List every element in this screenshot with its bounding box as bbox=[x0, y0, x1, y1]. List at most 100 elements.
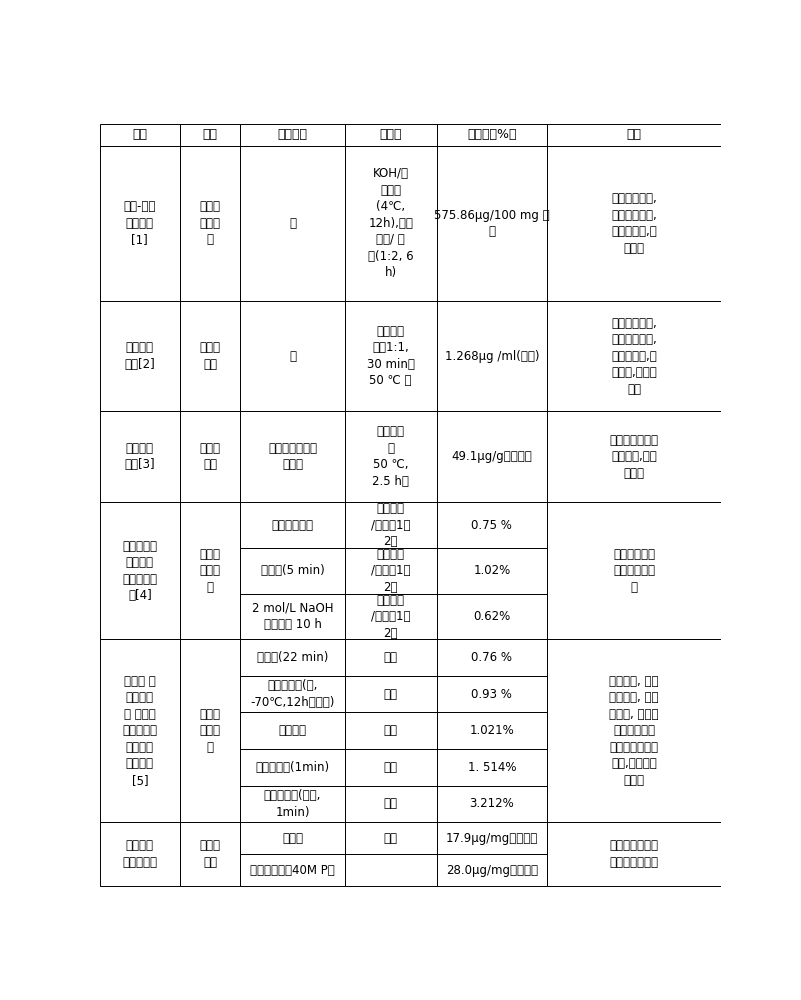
Text: 3.212%: 3.212% bbox=[469, 797, 514, 810]
Bar bbox=[547, 822, 721, 886]
Bar bbox=[437, 594, 547, 639]
Bar bbox=[344, 502, 437, 548]
Bar bbox=[344, 548, 437, 594]
Bar bbox=[437, 639, 547, 676]
Bar bbox=[240, 594, 344, 639]
Text: 雨生红
球藻藻
粉: 雨生红 球藻藻 粉 bbox=[199, 200, 220, 246]
Bar bbox=[344, 786, 437, 822]
Bar bbox=[437, 146, 547, 301]
Bar bbox=[240, 411, 344, 502]
Bar bbox=[547, 124, 721, 146]
Text: 雨生红
球藻: 雨生红 球藻 bbox=[199, 839, 220, 869]
Bar bbox=[547, 301, 721, 411]
Bar bbox=[344, 676, 437, 712]
Bar bbox=[547, 146, 721, 301]
Text: 未破壁: 未破壁 bbox=[282, 832, 303, 845]
Text: 雨生红
球藻藻
粉: 雨生红 球藻藻 粉 bbox=[199, 708, 220, 754]
Text: 乙酸乙酯
/乙醇（1：
2）: 乙酸乙酯 /乙醇（1： 2） bbox=[371, 548, 410, 594]
Text: 原料含量低，且
未经分离,纯度
较低经: 原料含量低，且 未经分离,纯度 较低经 bbox=[610, 434, 658, 480]
Bar bbox=[344, 712, 437, 749]
Text: 28.0μg/mg（干重）: 28.0μg/mg（干重） bbox=[446, 864, 537, 877]
Bar bbox=[344, 146, 437, 301]
Bar bbox=[240, 146, 344, 301]
Bar bbox=[179, 124, 240, 146]
Bar bbox=[437, 822, 547, 854]
Bar bbox=[344, 411, 437, 502]
Text: 0.75 %: 0.75 % bbox=[472, 519, 513, 532]
Bar bbox=[437, 786, 547, 822]
Text: 氯仿: 氯仿 bbox=[384, 761, 397, 774]
Text: 乙酸乙酯
/乙醇（1：
2）: 乙酸乙酯 /乙醇（1： 2） bbox=[371, 502, 410, 548]
Text: 雨生红
球藻: 雨生红 球藻 bbox=[199, 341, 220, 371]
Text: 1.02%: 1.02% bbox=[473, 564, 510, 577]
Bar bbox=[547, 502, 721, 639]
Text: 氯仿: 氯仿 bbox=[384, 832, 397, 845]
Bar bbox=[240, 822, 344, 854]
Text: 反复冻融法(水,
-70℃,12h，三次): 反复冻融法(水, -70℃,12h，三次) bbox=[251, 679, 335, 709]
Text: 提取率（%）: 提取率（%） bbox=[467, 128, 517, 141]
Text: 匀浆法(22 min): 匀浆法(22 min) bbox=[257, 651, 328, 664]
Bar bbox=[100, 301, 179, 411]
Text: KOH/甲
醇皂化
(4℃,
12h),乙酸
乙酯/ 乙
醇(1:2, 6
h): KOH/甲 醇皂化 (4℃, 12h),乙酸 乙酯/ 乙 醇(1:2, 6 h) bbox=[368, 167, 413, 279]
Text: 低温研磨法(液氮,
1min): 低温研磨法(液氮, 1min) bbox=[264, 789, 321, 819]
Bar bbox=[100, 502, 179, 639]
Text: 液氮低温研磨: 液氮低温研磨 bbox=[272, 519, 313, 532]
Text: 破壁处理: 破壁处理 bbox=[278, 128, 308, 141]
Bar bbox=[179, 822, 240, 886]
Text: 高压均质
法、超声波: 高压均质 法、超声波 bbox=[123, 839, 157, 869]
Bar bbox=[240, 712, 344, 749]
Text: 0.93 %: 0.93 % bbox=[472, 688, 513, 701]
Text: 微波处理对虾
青素有分解作
用: 微波处理对虾 青素有分解作 用 bbox=[613, 548, 655, 594]
Text: 0.76 %: 0.76 % bbox=[471, 651, 513, 664]
Bar bbox=[179, 146, 240, 301]
Bar bbox=[179, 502, 240, 639]
Text: 皂化-有机
溶剂提取
[1]: 皂化-有机 溶剂提取 [1] bbox=[123, 200, 156, 246]
Bar bbox=[100, 411, 179, 502]
Text: 有机溶剂
提取[3]: 有机溶剂 提取[3] bbox=[124, 442, 155, 471]
Bar bbox=[240, 639, 344, 676]
Bar bbox=[240, 854, 344, 886]
Bar bbox=[437, 676, 547, 712]
Bar bbox=[437, 749, 547, 786]
Text: 氯仿: 氯仿 bbox=[384, 797, 397, 810]
Bar bbox=[179, 301, 240, 411]
Bar bbox=[547, 411, 721, 502]
Bar bbox=[344, 301, 437, 411]
Text: 方法: 方法 bbox=[132, 128, 147, 141]
Bar bbox=[437, 712, 547, 749]
Text: 氯仿: 氯仿 bbox=[384, 688, 397, 701]
Bar bbox=[240, 548, 344, 594]
Text: 1.021%: 1.021% bbox=[469, 724, 514, 737]
Bar bbox=[344, 822, 437, 854]
Text: 未经分离，产品
纯度不高，氯仿: 未经分离，产品 纯度不高，氯仿 bbox=[610, 839, 658, 869]
Bar bbox=[437, 411, 547, 502]
Text: 提取剂: 提取剂 bbox=[380, 128, 402, 141]
Text: 17.9μg/mg（干重）: 17.9μg/mg（干重） bbox=[445, 832, 538, 845]
Text: 1. 514%: 1. 514% bbox=[468, 761, 516, 774]
Text: 无: 无 bbox=[289, 350, 296, 363]
Bar bbox=[344, 594, 437, 639]
Text: 0.62%: 0.62% bbox=[473, 610, 510, 623]
Bar bbox=[344, 639, 437, 676]
Text: 提取物未破壁,
提取率非常低,
且未经分离,纯
度较低: 提取物未破壁, 提取率非常低, 且未经分离,纯 度较低 bbox=[611, 192, 657, 255]
Text: 未经分离, 产品
纯度不高, 氯仿
毒性高, 超声处
理对虾青素有
分解作用。使用
液氮,不适合规
模化。: 未经分离, 产品 纯度不高, 氯仿 毒性高, 超声处 理对虾青素有 分解作用。使… bbox=[610, 675, 658, 787]
Bar bbox=[437, 854, 547, 886]
Bar bbox=[240, 749, 344, 786]
Text: 575.86μg/100 mg 藻
粉: 575.86μg/100 mg 藻 粉 bbox=[434, 209, 549, 238]
Text: 虾头、虾壳不需
要破壁: 虾头、虾壳不需 要破壁 bbox=[268, 442, 317, 471]
Text: 原料: 原料 bbox=[203, 128, 218, 141]
Bar bbox=[100, 639, 179, 822]
Bar bbox=[100, 124, 179, 146]
Text: 有机溶剂
提取[2]: 有机溶剂 提取[2] bbox=[124, 341, 155, 371]
Text: 49.1μg/g（原料）: 49.1μg/g（原料） bbox=[452, 450, 532, 463]
Text: 微波法、低
温研磨萃
取法、碱提
法[4]: 微波法、低 温研磨萃 取法、碱提 法[4] bbox=[123, 540, 157, 602]
Bar bbox=[240, 676, 344, 712]
Text: 2 mol/L NaOH
溶液回流 10 h: 2 mol/L NaOH 溶液回流 10 h bbox=[252, 602, 333, 631]
Bar bbox=[344, 854, 437, 886]
Text: 超声波法: 超声波法 bbox=[279, 724, 307, 737]
Bar bbox=[179, 639, 240, 822]
Text: 乙酸乙酯
/乙醇（1：
2）: 乙酸乙酯 /乙醇（1： 2） bbox=[371, 594, 410, 640]
Text: 雨生红
球藻藻
粉: 雨生红 球藻藻 粉 bbox=[199, 548, 220, 594]
Bar bbox=[547, 639, 721, 822]
Text: 乙酸乙酯
（
50 ℃,
2.5 h）: 乙酸乙酯 （ 50 ℃, 2.5 h） bbox=[372, 425, 409, 488]
